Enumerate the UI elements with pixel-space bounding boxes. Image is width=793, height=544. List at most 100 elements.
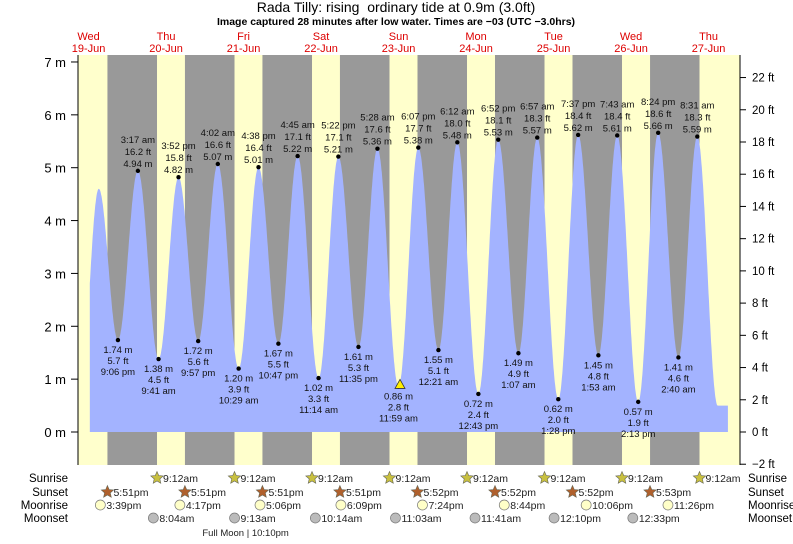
day-name: Sun <box>389 31 409 43</box>
high-tide-time: 6:12 am <box>440 106 474 117</box>
day-name: Wed <box>620 31 642 43</box>
right-tick-label: 12 ft <box>752 234 775 246</box>
high-tide-time: 4:02 am <box>201 128 235 139</box>
sunrise-row-label-right: Sunrise <box>748 473 787 485</box>
left-tick-label: 1 m <box>44 372 66 387</box>
moonrise-icon <box>498 499 510 511</box>
low-tide-ft: 5.3 ft <box>348 363 369 374</box>
day-name: Thu <box>699 31 718 43</box>
right-tick-label: 6 ft <box>752 330 769 342</box>
high-tide-time: 4:38 pm <box>241 131 275 142</box>
low-tide-m: 0.86 m <box>384 392 413 403</box>
left-tick-label: 5 m <box>44 161 66 176</box>
right-tick-label: −2 ft <box>752 459 776 471</box>
moonset-time: 11:03am <box>401 513 441 525</box>
high-tide-point <box>655 130 661 136</box>
high-tide-m: 4.82 m <box>164 165 193 176</box>
sunrise-icon <box>692 470 707 484</box>
high-tide-m: 5.48 m <box>443 130 472 141</box>
high-tide-point <box>176 175 181 180</box>
low-tide-time: 12:21 am <box>419 377 459 388</box>
high-tide-point <box>295 153 300 159</box>
sunrise-icon <box>460 470 474 484</box>
day-date: 27-Jun <box>692 43 726 55</box>
day-date: 21-Jun <box>227 43 261 55</box>
high-tide-m: 5.61 m <box>603 123 632 134</box>
sunrise-time: 9:12am <box>396 473 431 485</box>
high-tide-point <box>535 135 540 140</box>
low-tide-m: 1.67 m <box>264 349 293 360</box>
high-tide-point <box>496 137 501 142</box>
high-tide-m: 5.22 m <box>283 144 312 155</box>
low-tide-ft: 4.6 ft <box>668 373 689 384</box>
day-name: Tue <box>544 31 563 43</box>
right-tick-label: 14 ft <box>752 201 775 213</box>
low-tide-point <box>676 355 681 360</box>
sunset-icon <box>488 484 502 498</box>
left-tick-label: 6 m <box>44 108 66 123</box>
moonset-icon <box>469 512 481 524</box>
low-tide-time: 11:59 am <box>379 414 418 425</box>
high-tide-time: 5:28 am <box>360 113 394 124</box>
high-tide-m: 5.38 m <box>404 136 433 147</box>
low-tide-ft: 3.3 ft <box>308 394 329 405</box>
high-tide-point <box>256 164 261 170</box>
high-tide-time: 3:52 pm <box>161 141 195 152</box>
high-tide-ft: 16.4 ft <box>245 143 272 154</box>
left-tick-label: 2 m <box>44 319 66 334</box>
high-tide-ft: 17.1 ft <box>325 133 352 144</box>
high-tide-ft: 18.3 ft <box>684 113 711 124</box>
high-tide-m: 4.94 m <box>123 159 152 170</box>
sunrise-time: 9:12am <box>318 473 353 485</box>
high-tide-m: 5.59 m <box>683 125 712 136</box>
moonrise-time: 7:24pm <box>428 500 463 512</box>
moonset-icon <box>147 512 159 524</box>
low-tide-point <box>596 353 601 358</box>
sunrise-time: 9:12am <box>473 473 508 485</box>
low-tide-m: 1.55 m <box>424 355 453 366</box>
tide-area <box>89 132 728 433</box>
moonrise-icon <box>94 499 106 511</box>
right-tick-label: 0 ft <box>752 427 769 439</box>
high-tide-m: 5.62 m <box>564 123 593 134</box>
moon-phase-label: Full Moon | 10:10pm <box>202 528 289 539</box>
high-tide-ft: 18.4 ft <box>565 111 592 122</box>
low-tide-time: 12:43 pm <box>459 421 499 432</box>
low-tide-point <box>476 391 481 397</box>
low-tide-ft: 3.9 ft <box>228 385 249 396</box>
day-date: 25-Jun <box>537 43 571 55</box>
sunset-time: 5:52pm <box>423 487 458 499</box>
right-tick-label: 2 ft <box>752 395 769 407</box>
sunrise-icon <box>382 470 397 484</box>
sunset-time: 5:51pm <box>346 487 381 499</box>
high-tide-time: 3:17 am <box>121 135 155 146</box>
right-tick-label: 16 ft <box>752 169 775 181</box>
high-tide-ft: 18.6 ft <box>645 109 672 120</box>
low-tide-point <box>436 347 441 353</box>
low-tide-ft: 2.8 ft <box>388 403 409 414</box>
high-tide-time: 4:45 am <box>280 120 314 131</box>
moonset-icon <box>390 512 401 524</box>
low-tide-ft: 1.9 ft <box>628 418 649 429</box>
low-tide-point <box>636 399 641 405</box>
day-date: 19-Jun <box>72 43 106 55</box>
high-tide-time: 6:07 pm <box>401 112 435 123</box>
low-tide-ft: 5.1 ft <box>428 366 449 377</box>
high-tide-time: 8:31 am <box>680 101 714 112</box>
sunset-time: 5:51pm <box>113 487 148 499</box>
sunset-time: 5:52pm <box>578 487 613 499</box>
moonset-icon <box>627 512 639 524</box>
day-date: 26-Jun <box>614 43 648 55</box>
low-tide-point <box>195 338 201 344</box>
high-tide-m: 5.07 m <box>203 152 232 163</box>
low-tide-ft: 4.9 ft <box>508 369 529 380</box>
high-tide-ft: 18.0 ft <box>444 118 471 129</box>
moonset-icon <box>548 512 560 524</box>
moonset-time: 9:13am <box>241 513 276 525</box>
high-tide-m: 5.66 m <box>644 121 673 132</box>
high-tide-ft: 17.7 ft <box>405 124 432 135</box>
high-tide-point <box>336 154 341 159</box>
left-tick-label: 3 m <box>44 266 66 281</box>
right-tick-label: 8 ft <box>752 298 769 310</box>
sunset-time: 5:53pm <box>656 487 691 499</box>
